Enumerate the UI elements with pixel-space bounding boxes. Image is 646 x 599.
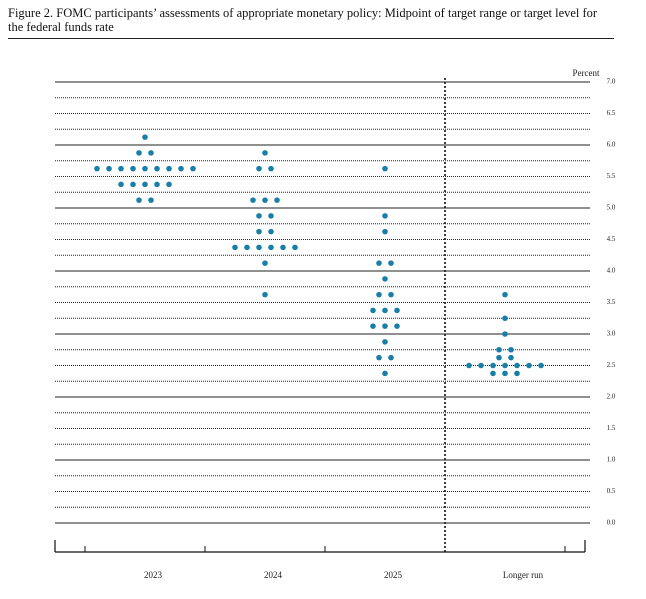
dot <box>136 150 142 156</box>
y-tick-label: 6.5 <box>607 109 616 117</box>
dot <box>106 165 112 172</box>
dot <box>262 150 268 156</box>
dot <box>502 315 508 322</box>
dot <box>262 291 268 298</box>
y-tick-label: 0.5 <box>607 487 616 495</box>
dot <box>268 228 274 235</box>
dot <box>142 134 148 140</box>
dot <box>388 354 394 361</box>
dot <box>388 260 394 266</box>
dot <box>268 165 274 172</box>
dot <box>496 354 502 361</box>
dot <box>148 150 154 156</box>
dot <box>256 165 262 172</box>
dot <box>268 244 274 251</box>
dot <box>508 346 514 353</box>
dot <box>502 291 508 298</box>
dot <box>154 165 160 172</box>
dot <box>370 323 376 329</box>
dot <box>502 331 508 337</box>
dot <box>130 181 136 188</box>
y-tick-label: 1.5 <box>607 424 616 432</box>
dot <box>130 165 136 172</box>
dot <box>262 260 268 266</box>
dot <box>514 370 520 377</box>
dot <box>268 213 274 219</box>
y-tick-label: 4.5 <box>607 235 616 243</box>
dot <box>382 323 388 329</box>
dot <box>292 244 298 251</box>
dot <box>370 307 376 314</box>
dot <box>490 370 496 377</box>
dot <box>508 354 514 361</box>
dot <box>256 244 262 251</box>
dot <box>118 181 124 188</box>
dot <box>142 165 148 172</box>
x-tick-label: 2024 <box>264 570 283 580</box>
dot <box>376 354 382 361</box>
y-tick-label: 1.0 <box>607 456 616 464</box>
dot <box>256 228 262 235</box>
dot <box>478 362 484 369</box>
y-tick-label: 6.0 <box>607 141 616 149</box>
dot <box>526 362 532 369</box>
dot <box>382 213 388 219</box>
dot <box>166 165 172 172</box>
dot <box>496 346 502 353</box>
y-tick-label: 7.0 <box>607 78 616 86</box>
dot <box>538 362 544 369</box>
y-tick-label: 0.0 <box>607 519 616 527</box>
dot <box>280 244 286 251</box>
y-tick-label: 3.0 <box>607 330 616 338</box>
x-tick-label: Longer run <box>503 570 544 580</box>
dot <box>262 197 268 203</box>
dot <box>142 181 148 188</box>
dot <box>382 370 388 377</box>
dot <box>190 165 196 172</box>
y-tick-label: 5.0 <box>607 204 616 212</box>
dot <box>178 165 184 172</box>
y-axis-label: Percent <box>573 68 600 78</box>
dot <box>376 291 382 298</box>
dot <box>166 181 172 188</box>
x-tick-label: 2023 <box>144 570 163 580</box>
dot <box>382 307 388 314</box>
dot <box>382 165 388 172</box>
dot <box>394 307 400 314</box>
dot <box>382 339 388 345</box>
dot <box>244 244 250 251</box>
dot <box>256 213 262 219</box>
dot <box>250 197 256 203</box>
dot <box>514 362 520 369</box>
y-tick-label: 2.0 <box>607 393 616 401</box>
chart-title: Figure 2. FOMC participants’ assessments… <box>8 6 614 39</box>
dot <box>232 244 238 251</box>
y-tick-label: 2.5 <box>607 361 616 369</box>
y-tick-label: 4.0 <box>607 267 616 275</box>
dot <box>376 260 382 266</box>
dot <box>466 362 472 369</box>
dot <box>94 165 100 172</box>
dot <box>394 323 400 329</box>
dot <box>382 276 388 282</box>
dot <box>382 228 388 235</box>
dot <box>502 362 508 369</box>
dot <box>148 197 154 203</box>
dot <box>388 291 394 298</box>
dot <box>274 197 280 203</box>
dot <box>502 370 508 377</box>
dot <box>490 362 496 369</box>
y-tick-label: 5.5 <box>607 172 616 180</box>
dot <box>154 181 160 188</box>
x-tick-label: 2025 <box>384 570 403 580</box>
y-tick-label: 3.5 <box>607 298 616 306</box>
dot <box>118 165 124 172</box>
dot <box>136 197 142 203</box>
